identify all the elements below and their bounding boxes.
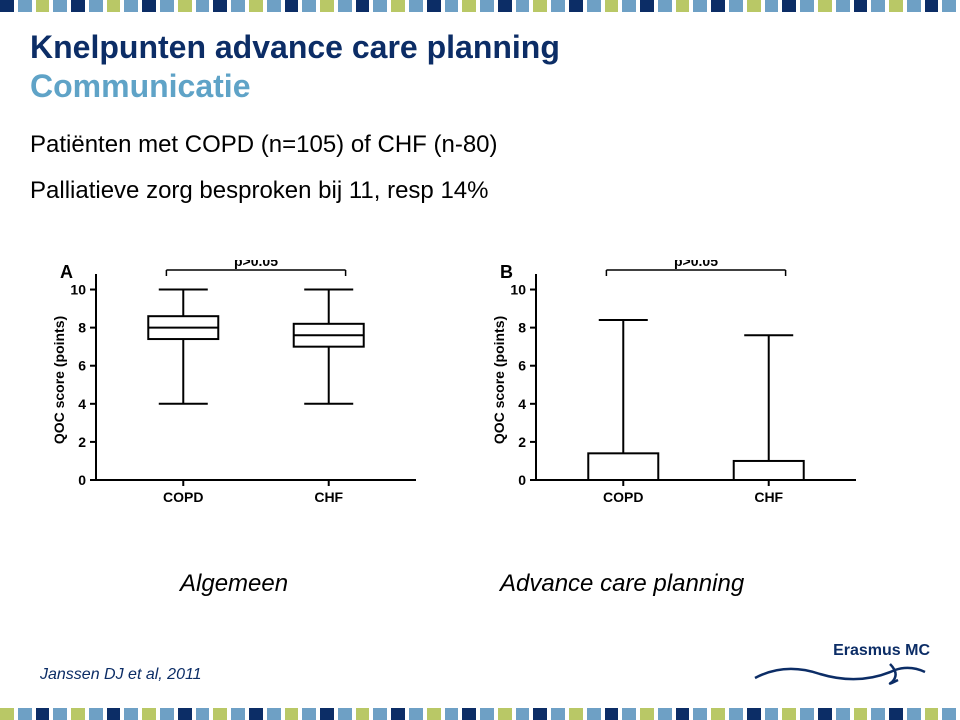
body-line-1: Patiënten met COPD (n=105) of CHF (n-80) (30, 131, 930, 159)
svg-text:QOC score (points): QOC score (points) (51, 316, 67, 444)
svg-text:p>0.05: p>0.05 (234, 260, 278, 269)
svg-text:COPD: COPD (603, 489, 643, 505)
svg-text:6: 6 (78, 358, 86, 374)
svg-text:QOC score (points): QOC score (points) (491, 316, 507, 444)
svg-text:4: 4 (78, 396, 86, 412)
svg-text:8: 8 (518, 320, 526, 336)
svg-text:0: 0 (78, 472, 86, 488)
svg-text:CHF: CHF (314, 489, 343, 505)
svg-text:CHF: CHF (754, 489, 783, 505)
svg-text:8: 8 (78, 320, 86, 336)
erasmus-mc-logo: Erasmus MC (750, 642, 930, 696)
citation: Janssen DJ et al, 2011 (40, 666, 202, 684)
logo-signature-icon (750, 660, 930, 694)
slide-title: Knelpunten advance care planning (30, 28, 930, 66)
slide-content: Knelpunten advance care planning Communi… (30, 28, 930, 205)
boxplot-charts: 0 2 4 6 8 10 QOC score (points) Ap>0.05 COPD CHF 0… (46, 260, 916, 540)
decorative-top-border (0, 0, 960, 12)
svg-text:A: A (60, 262, 73, 282)
caption-right: Advance care planning (500, 570, 744, 598)
svg-text:B: B (500, 262, 513, 282)
svg-text:4: 4 (518, 396, 526, 412)
svg-text:2: 2 (78, 434, 86, 450)
svg-text:0: 0 (518, 472, 526, 488)
chart-svg: 0 2 4 6 8 10 QOC score (points) Ap>0.05 COPD CHF 0… (46, 260, 916, 540)
svg-text:10: 10 (70, 282, 86, 298)
slide-subtitle: Communicatie (30, 68, 930, 105)
svg-text:6: 6 (518, 358, 526, 374)
svg-text:10: 10 (510, 282, 526, 298)
svg-text:p>0.05: p>0.05 (674, 260, 718, 269)
decorative-bottom-border (0, 708, 960, 720)
svg-text:COPD: COPD (163, 489, 203, 505)
logo-text: Erasmus MC (750, 642, 930, 660)
body-line-2: Palliatieve zorg besproken bij 11, resp … (30, 177, 930, 205)
svg-text:2: 2 (518, 434, 526, 450)
caption-left: Algemeen (180, 570, 288, 598)
